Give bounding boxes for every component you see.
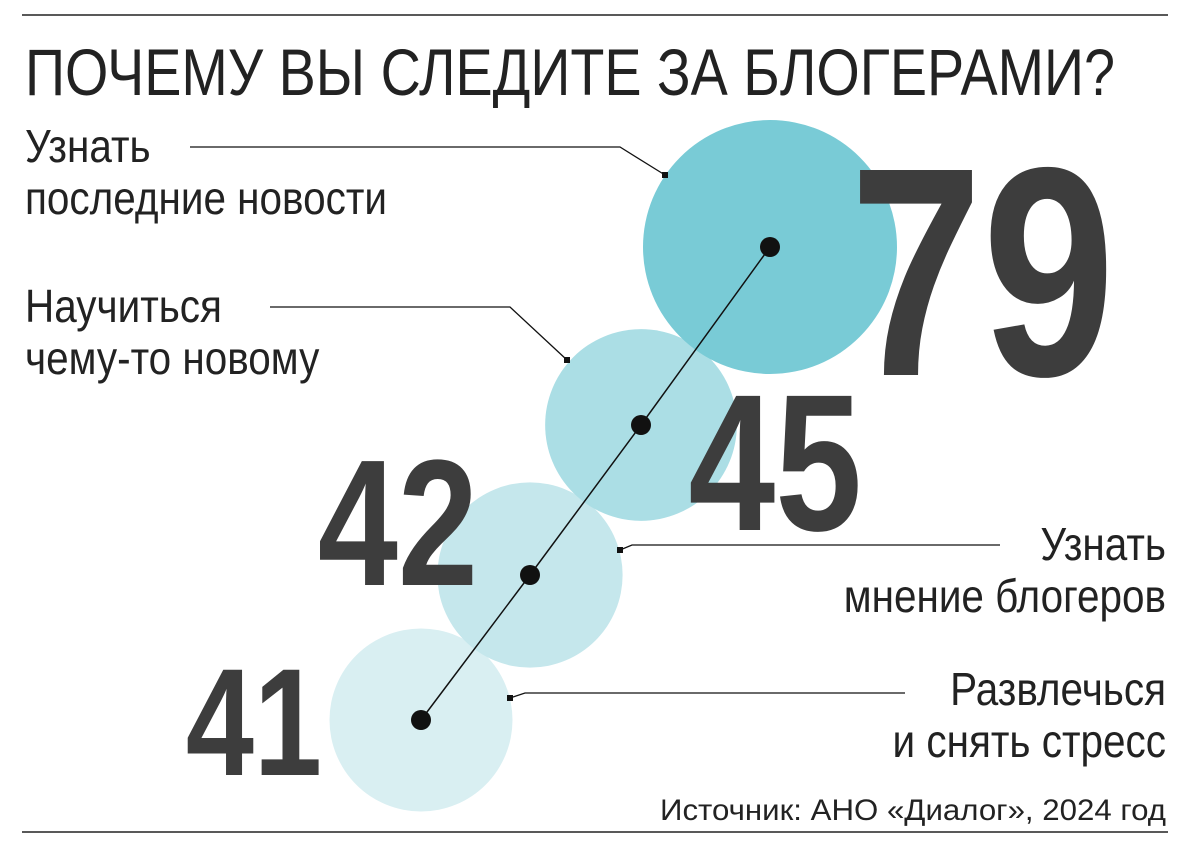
center-dot — [631, 415, 651, 435]
value-label: 45 — [688, 354, 862, 572]
category-label: последние новости — [25, 174, 387, 225]
leader-line — [619, 544, 1000, 551]
category-label: Узнать — [25, 122, 151, 173]
leader-line — [190, 146, 666, 176]
leader-tick — [564, 357, 570, 363]
category-label: Научиться — [25, 282, 222, 333]
center-dot — [411, 710, 431, 730]
category-label: чему-то новому — [25, 334, 320, 385]
leader-tick — [662, 172, 668, 178]
category-label: и снять стресс — [893, 717, 1166, 768]
center-dot — [520, 565, 540, 585]
leader-tick — [617, 547, 623, 553]
category-label: Узнать — [1040, 520, 1166, 571]
value-label: 41 — [186, 638, 322, 808]
connector — [420, 246, 771, 721]
leader-line — [509, 692, 905, 699]
leader-tick — [507, 695, 513, 701]
value-label: 79 — [850, 107, 1115, 439]
leader-line — [270, 306, 568, 361]
category-label: мнение блогеров — [844, 572, 1166, 623]
category-label: Развлечься — [950, 665, 1166, 716]
chart-title: ПОЧЕМУ ВЫ СЛЕДИТЕ ЗА БЛОГЕРАМИ? — [25, 35, 1115, 109]
source: Источник: АНО «Диалог», 2024 год — [660, 794, 1166, 827]
center-dot — [760, 237, 780, 257]
value-label: 42 — [318, 422, 478, 624]
